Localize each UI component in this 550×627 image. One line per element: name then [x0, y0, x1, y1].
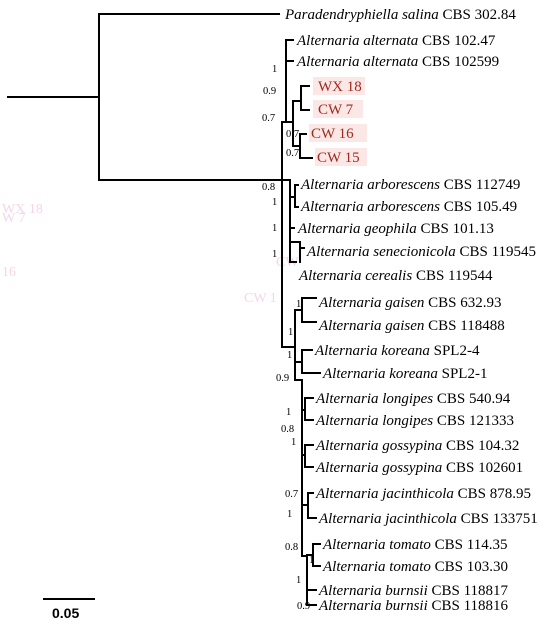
support-value: 0.9: [297, 601, 310, 612]
highlight-box-cw16: [309, 124, 367, 142]
taxon-label-highlighted: CW 7: [318, 102, 354, 118]
support-value: 0.7: [262, 113, 275, 124]
svg-text:W 7: W 7: [2, 211, 25, 226]
support-value: 0.7: [286, 129, 299, 140]
highlight-box-cw15: [315, 148, 367, 166]
taxon-label: Alternaria koreana SPL2-1: [322, 366, 487, 382]
support-value: 1: [288, 327, 293, 338]
taxon-label: Alternaria longipes CBS 540.94: [315, 391, 511, 407]
support-value: 1: [272, 223, 277, 234]
highlight-box-wx18: [313, 77, 365, 95]
taxon-label: Alternaria burnsii CBS 118816: [318, 598, 509, 614]
support-values: 1 0.9 0.7 0.7 0.7 0.8 1 1 1 1 1 1 0.9 1 …: [262, 64, 314, 612]
support-value: 0.8: [281, 424, 294, 435]
support-value: 0.9: [276, 373, 289, 384]
support-value: 1: [287, 350, 292, 361]
taxon-label: Alternaria jacinthicola CBS 878.95: [315, 486, 531, 502]
support-value: 0.7: [285, 489, 298, 500]
taxon-label: Paradendryphiella salina CBS 302.84: [284, 7, 516, 23]
support-value: 1: [287, 509, 292, 520]
scale-bar-label: 0.05: [52, 605, 79, 621]
highlight-box-cw7: [313, 100, 363, 118]
taxon-label: Alternaria alternata CBS 102599: [296, 54, 499, 70]
taxon-label: Alternaria longipes CBS 121333: [315, 413, 514, 429]
support-value: 1: [272, 249, 277, 260]
support-value: 0.9: [263, 86, 276, 97]
support-value: 0.8: [262, 182, 275, 193]
svg-text:16: 16: [2, 265, 16, 280]
taxon-label: Alternaria arborescens CBS 105.49: [300, 199, 517, 215]
support-value: 1: [272, 197, 277, 208]
taxon-label: Alternaria geophila CBS 101.13: [297, 221, 494, 237]
taxon-label: Alternaria gaisen CBS 632.93: [318, 295, 502, 311]
taxon-label-highlighted: CW 15: [317, 150, 360, 166]
support-value: 1: [286, 407, 291, 418]
support-value: 1: [291, 437, 296, 448]
taxon-label: Alternaria gossypina CBS 102601: [315, 460, 523, 476]
support-value: 0.7: [286, 148, 299, 159]
taxon-label: Alternaria burnsii CBS 118817: [318, 583, 509, 599]
taxon-label: Alternaria jacinthicola CBS 133751: [318, 511, 538, 527]
branches: [7, 13, 321, 606]
support-value: 0.8: [285, 542, 298, 553]
taxon-label: Alternaria senecionicola CBS 119545: [306, 244, 536, 260]
svg-text:CW 1: CW 1: [244, 291, 277, 306]
taxon-label: Alternaria tomato CBS 114.35: [322, 537, 507, 553]
taxon-labels: Paradendryphiella salina CBS 302.84 Alte…: [284, 7, 538, 614]
taxon-label: Alternaria arborescens CBS 112749: [300, 177, 520, 193]
support-value: 1: [272, 64, 277, 75]
support-value: 1: [296, 299, 301, 310]
svg-text:WX 18: WX 18: [2, 202, 43, 217]
highlight-backgrounds: [309, 77, 367, 166]
taxon-label: Alternaria cerealis CBS 119544: [298, 268, 493, 284]
scale-bar: 0.05: [43, 598, 95, 621]
taxon-label: Alternaria gossypina CBS 104.32: [315, 438, 519, 454]
taxon-label: Alternaria alternata CBS 102.47: [296, 33, 496, 49]
taxon-label: Alternaria gaisen CBS 118488: [318, 318, 505, 334]
support-value: 1: [296, 575, 301, 586]
background-artifacts: WX 18 W 7 16 CW CW 1: [2, 202, 299, 306]
support-value: 1: [309, 555, 314, 566]
taxon-label: Alternaria koreana SPL2-4: [314, 343, 480, 359]
taxon-label-highlighted: CW 16: [311, 126, 354, 142]
taxon-label: Alternaria tomato CBS 103.30: [322, 559, 508, 575]
taxon-label-highlighted: WX 18: [318, 79, 362, 95]
